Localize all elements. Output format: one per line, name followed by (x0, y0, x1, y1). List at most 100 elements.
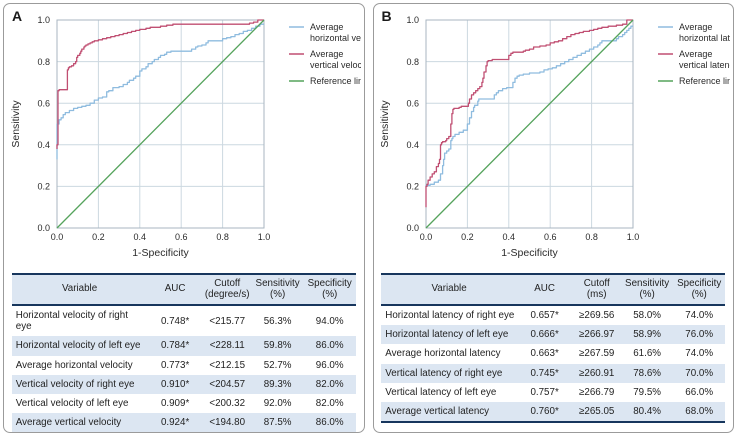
column-header-sensitivity: Sensitivity (%) (621, 274, 674, 306)
x-axis-label: 1-Specificity (501, 247, 558, 259)
table-cell: 89.3% (263, 378, 292, 390)
curve-average-horizontal-velocity (56, 23, 264, 160)
table-cell: Vertical latency of right eye (385, 367, 503, 379)
header-row: Variable AUC Cutoff (degree/s) Sensitivity (%… (11, 274, 356, 306)
table-row: Vertical velocity of right eye 0.910* <204… (11, 374, 356, 395)
table-row: Horizontal latency of left eye 0.666* ≥266… (381, 325, 726, 345)
table-cell: 59.8% (263, 340, 292, 352)
table-cell: 0.745* (530, 367, 559, 379)
table-cell: 0.784* (160, 340, 190, 352)
y-tick-label: 0.4 (407, 140, 420, 150)
table-cell: ≥260.91 (579, 367, 615, 379)
curve-average-vertical-velocity (56, 19, 264, 149)
table-row: Horizontal latency of right eye 0.657* ≥26… (381, 305, 725, 325)
column-header-auc: AUC (516, 274, 573, 306)
y-tick-label: 0.4 (37, 140, 50, 150)
x-tick-label: 0.2 (461, 232, 474, 242)
table-row: Average vertical velocity 0.924* <194.80 87… (11, 413, 356, 432)
table-cell: <194.80 (209, 417, 246, 429)
table-cell: Average horizontal latency (385, 348, 501, 360)
x-tick-label: 0.0 (420, 232, 433, 242)
table-cell: 0.910* (160, 378, 190, 390)
table-cell: Average vertical latency (385, 406, 490, 418)
roc-table-a: Variable AUC Cutoff (degree/s) Sensitivity (%… (11, 273, 356, 432)
x-tick-label: 0.8 (586, 232, 599, 242)
table-cell: Vertical latency of left eye (385, 386, 497, 398)
table-cell: <228.11 (209, 340, 245, 352)
legend-label: horizontal velocity (310, 33, 361, 43)
y-axis-label: Sensitivity (10, 100, 22, 148)
y-tick-label: 0.2 (407, 182, 420, 192)
table-cell: 0.924* (160, 417, 190, 429)
x-tick-label: 1.0 (257, 232, 270, 242)
table-cell: 96.0% (315, 359, 344, 371)
y-tick-label: 0.2 (37, 182, 50, 192)
table-cell: 68.0% (685, 406, 714, 418)
column-header-cutoff: Cutoff (ms) (572, 274, 622, 306)
table-cell: 94.0% (315, 315, 344, 327)
y-tick-label: 0.0 (407, 223, 420, 233)
table-cell: 0.757* (530, 386, 559, 398)
column-header-specificity: Specificity (%) (303, 274, 356, 306)
y-tick-label: 0.8 (37, 57, 50, 67)
legend-label: Reference line (310, 76, 361, 86)
column-header-auc: AUC (147, 274, 203, 306)
curve-reference-line (56, 19, 265, 229)
curve-reference-line (425, 19, 634, 229)
table-cell: 61.6% (633, 348, 661, 360)
table-cell: 58.0% (633, 309, 661, 321)
table-row: Average horizontal latency 0.663* ≥267.59 6… (381, 344, 725, 363)
legend-item-reference-line: Reference line (288, 76, 361, 86)
table-cell: 82.0% (315, 398, 344, 410)
table-cell: ≥265.05 (579, 406, 615, 418)
legend-label: Average (679, 49, 712, 59)
table-cell: 82.0% (315, 378, 344, 390)
panel-label-b: B (381, 8, 392, 24)
y-tick-label: 1.0 (37, 15, 50, 25)
roc-table-b: Variable AUC Cutoff (ms) Sensitivity (%) Speci… (381, 273, 726, 424)
y-tick-label: 0.6 (37, 98, 50, 108)
column-header-variable: Variable (381, 274, 517, 306)
x-tick-label: 0.6 (544, 232, 557, 242)
y-tick-label: 0.8 (407, 57, 420, 67)
table-cell: <204.57 (209, 378, 246, 390)
table-cell: 79.5% (633, 386, 661, 398)
x-tick-label: 0.2 (92, 232, 105, 242)
table-cell: <212.15 (209, 359, 246, 371)
table-cell: 86.0% (315, 417, 344, 429)
table-row: Average vertical latency 0.760* ≥265.05 80.… (381, 402, 726, 423)
y-tick-label: 1.0 (407, 15, 420, 25)
legend-label: Average (310, 49, 343, 59)
table-cell: ≥267.59 (579, 348, 615, 360)
x-tick-label: 0.8 (216, 232, 229, 242)
y-tick-label: 0.6 (407, 98, 420, 108)
table-cell: 70.0% (685, 367, 714, 379)
curve-average-horizontal-latency (425, 25, 634, 187)
table-row: Vertical latency of right eye 0.745* ≥260.… (381, 363, 726, 383)
x-tick-label: 0.4 (503, 232, 516, 242)
legend-label: vertical latency (679, 60, 730, 70)
x-tick-label: 0.0 (50, 232, 63, 242)
table-cell: ≥269.56 (579, 309, 615, 321)
y-axis-label: Sensitivity (379, 100, 391, 148)
panel-label-a: A (12, 8, 23, 24)
table-cell: Vertical velocity of right eye (15, 378, 135, 390)
table-cell: 0.663* (530, 348, 559, 360)
table-cell: Average vertical velocity (15, 417, 122, 429)
table-cell: Average horizontal velocity (15, 359, 133, 371)
column-header-variable: Variable (11, 274, 148, 306)
table-cell: 92.0% (263, 398, 292, 410)
x-tick-label: 0.6 (175, 232, 188, 242)
table-cell: Horizontal latency of right eye (385, 309, 515, 321)
table-row: Vertical velocity of left eye 0.909* <200.… (12, 394, 356, 413)
table-cell: 0.748* (160, 315, 190, 327)
table-cell: ≥266.79 (579, 386, 615, 398)
table-cell: 80.4% (633, 406, 661, 418)
table-cell: 0.760* (530, 406, 559, 418)
table-cell: 66.0% (685, 386, 714, 398)
